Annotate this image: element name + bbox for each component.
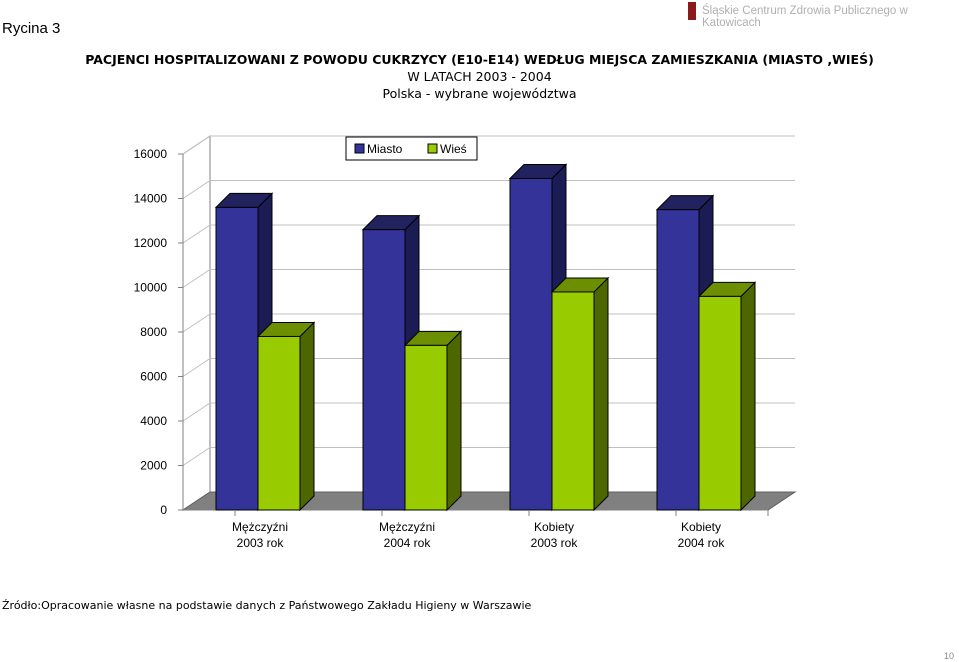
source-note: Źródło:Opracowanie własne na podstawie d… (2, 599, 532, 612)
bar (404, 344, 448, 511)
page-number: 10 (944, 651, 955, 661)
legend-swatch-wies (427, 143, 438, 154)
bar-side (299, 321, 315, 512)
x-tick-label-line1: Mężczyźni (232, 520, 288, 534)
chart-subtitle-years: W LATACH 2003 - 2004 (407, 69, 552, 84)
y-tick-label: 4000 (140, 414, 167, 428)
x-tick-label-line2: 2004 rok (678, 536, 726, 550)
x-tick-label-line1: Kobiety (681, 520, 721, 534)
bar (215, 206, 259, 511)
y-tick-label: 10000 (134, 281, 168, 295)
bar-side (593, 276, 609, 512)
y-tick-label: 6000 (140, 370, 167, 384)
figure-label: Rycina 3 (2, 20, 61, 37)
bar (656, 209, 700, 511)
bar (698, 295, 742, 511)
legend-swatch-miasto (354, 143, 365, 154)
x-tick-label-line1: Mężczyźni (379, 520, 435, 534)
bar (362, 229, 406, 511)
gridline (182, 180, 795, 199)
x-tick-label-line2: 2003 rok (531, 536, 579, 550)
y-tick-label: 16000 (134, 147, 168, 161)
legend-box (345, 136, 478, 161)
bar (257, 335, 301, 511)
organization-marker (688, 2, 696, 20)
y-tick-label: 8000 (140, 325, 167, 339)
x-tick-label-line1: Kobiety (534, 520, 574, 534)
organization-name: Śląskie Centrum Zdrowia Publicznego w Ka… (702, 5, 908, 29)
y-tick-label: 2000 (140, 459, 167, 473)
y-tick-label: 14000 (134, 192, 168, 206)
bar-side (740, 281, 756, 512)
bar (551, 291, 595, 511)
legend-label-miasto: Miasto (367, 142, 403, 156)
chart-subtitle-region: Polska - wybrane województwa (382, 86, 577, 101)
gridline (182, 269, 795, 288)
y-tick-label: 12000 (134, 236, 168, 250)
gridline (182, 135, 795, 155)
gridline (182, 224, 795, 244)
bar-side (446, 330, 462, 512)
chart-title: PACJENCI HOSPITALIZOWANI Z POWODU CUKRZY… (85, 52, 874, 67)
x-tick-label-line2: 2003 rok (237, 536, 285, 550)
bar (509, 177, 553, 511)
x-tick-label-line2: 2004 rok (384, 536, 432, 550)
legend-label-wies: Wieś (440, 142, 467, 156)
y-tick-label: 0 (160, 503, 167, 517)
